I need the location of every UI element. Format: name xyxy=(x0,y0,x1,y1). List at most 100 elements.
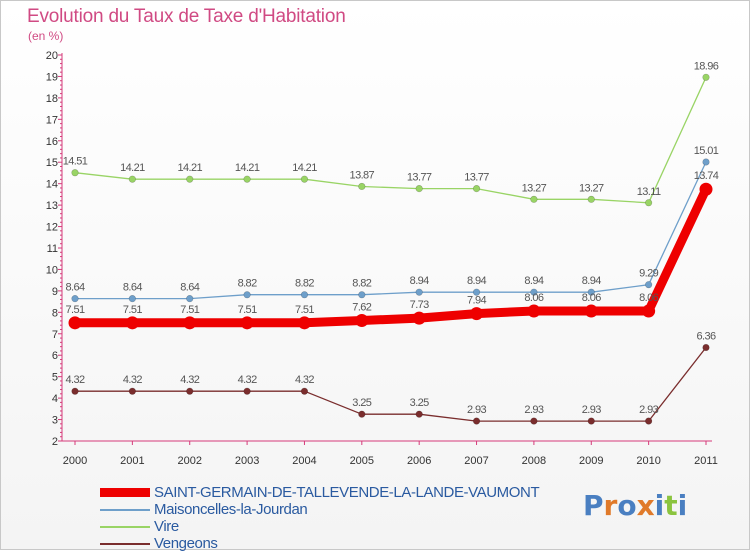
data-point xyxy=(415,410,423,418)
x-tick-label: 2003 xyxy=(235,455,259,467)
y-tick-label: 20 xyxy=(46,50,58,62)
data-label: 7.62 xyxy=(352,301,371,313)
x-tick-label: 2000 xyxy=(63,455,87,467)
logo-letter: i xyxy=(654,489,665,522)
series-0 xyxy=(68,182,713,330)
legend-swatch xyxy=(100,543,150,545)
data-label: 8.82 xyxy=(295,278,314,290)
series-line xyxy=(74,161,707,300)
data-label: 14.21 xyxy=(177,162,202,174)
data-label: 8.94 xyxy=(467,275,486,287)
logo-letter: i xyxy=(677,489,688,522)
x-tick-label: 2011 xyxy=(694,455,718,467)
data-point xyxy=(415,184,423,193)
chart-subtitle: (en %) xyxy=(28,29,64,43)
legend-label: Vire xyxy=(154,518,179,535)
data-point xyxy=(702,343,710,352)
data-label: 7.51 xyxy=(123,304,142,316)
data-point xyxy=(300,291,309,299)
data-point xyxy=(300,175,309,183)
y-tick-label: 6 xyxy=(52,350,58,362)
series-line xyxy=(70,184,711,328)
data-point xyxy=(128,295,136,303)
logo-letter: x xyxy=(636,489,655,522)
data-point xyxy=(645,281,653,289)
y-tick-label: 5 xyxy=(52,372,58,384)
data-label: 7.51 xyxy=(238,304,257,316)
data-label: 8.82 xyxy=(238,278,257,290)
data-label: 2.93 xyxy=(582,404,601,416)
data-label: 3.25 xyxy=(410,397,429,409)
series-1 xyxy=(71,158,710,303)
data-point xyxy=(587,417,595,425)
data-label: 14.21 xyxy=(292,162,317,174)
data-label: 6.36 xyxy=(696,331,715,343)
data-point xyxy=(472,184,481,193)
x-tick-label: 2006 xyxy=(407,455,431,467)
data-label: 13.77 xyxy=(407,172,432,184)
data-point xyxy=(355,313,369,327)
data-point xyxy=(297,316,311,330)
data-point xyxy=(587,195,595,203)
x-tick-label: 2005 xyxy=(350,455,374,467)
data-point xyxy=(645,417,653,425)
data-point xyxy=(702,158,710,166)
data-point xyxy=(472,417,481,425)
data-label: 8.64 xyxy=(123,282,142,294)
axes: 2 3 4 5 6 7 8 9 10 11 12 13 14 15 16 17 18 19 20 2000 2001 20… xyxy=(46,50,718,467)
data-point xyxy=(645,199,653,207)
y-tick-label: 16 xyxy=(46,136,58,148)
legend-swatch xyxy=(100,526,150,528)
data-label: 4.32 xyxy=(238,374,257,386)
data-point xyxy=(240,316,254,330)
data-point xyxy=(584,304,598,318)
data-label: 8.82 xyxy=(352,278,371,290)
data-label: 4.32 xyxy=(180,374,199,386)
data-label: 7.51 xyxy=(180,304,199,316)
data-label: 14.21 xyxy=(235,162,260,174)
x-tick-label: 2010 xyxy=(636,455,660,467)
y-tick-label: 3 xyxy=(52,415,58,427)
data-label: 8.94 xyxy=(582,275,601,287)
x-tick-label: 2009 xyxy=(579,455,603,467)
data-point xyxy=(183,316,197,330)
data-label: 8.06 xyxy=(582,292,601,304)
data-label: 13.77 xyxy=(464,172,489,184)
data-point xyxy=(530,417,538,425)
data-point xyxy=(702,73,710,81)
data-label: 14.51 xyxy=(63,156,88,168)
series-3 xyxy=(71,343,710,425)
data-point xyxy=(128,387,136,395)
data-point xyxy=(412,311,426,325)
y-tick-label: 4 xyxy=(52,393,58,405)
data-point xyxy=(71,169,79,177)
logo-letter: P xyxy=(583,489,604,522)
data-point xyxy=(71,295,79,303)
x-tick-label: 2008 xyxy=(522,455,546,467)
data-point xyxy=(358,410,366,418)
data-label: 4.32 xyxy=(65,374,84,386)
data-label: 8.94 xyxy=(524,275,543,287)
data-point xyxy=(415,288,423,296)
y-tick-label: 9 xyxy=(52,286,58,298)
logo-letter: r xyxy=(603,489,618,522)
data-label: 4.32 xyxy=(295,374,314,386)
legend-label: Maisoncelles-la-Jourdan xyxy=(154,501,308,518)
y-tick-label: 2 xyxy=(52,436,58,448)
data-point xyxy=(128,175,136,183)
data-point xyxy=(358,182,366,191)
data-label: 7.73 xyxy=(410,299,429,311)
y-tick-label: 13 xyxy=(46,200,58,212)
data-label: 4.32 xyxy=(123,374,142,386)
series-line xyxy=(74,346,707,422)
legend-label: Vengeons xyxy=(154,535,218,552)
data-label: 8.06 xyxy=(639,292,658,304)
proxiti-logo: Proxiti xyxy=(583,489,687,522)
data-label: 3.25 xyxy=(352,397,371,409)
data-label: 13.27 xyxy=(579,182,604,194)
data-label: 14.21 xyxy=(120,162,145,174)
data-label: 7.94 xyxy=(467,295,486,307)
data-label: 2.93 xyxy=(639,404,658,416)
data-label: 8.94 xyxy=(410,275,429,287)
